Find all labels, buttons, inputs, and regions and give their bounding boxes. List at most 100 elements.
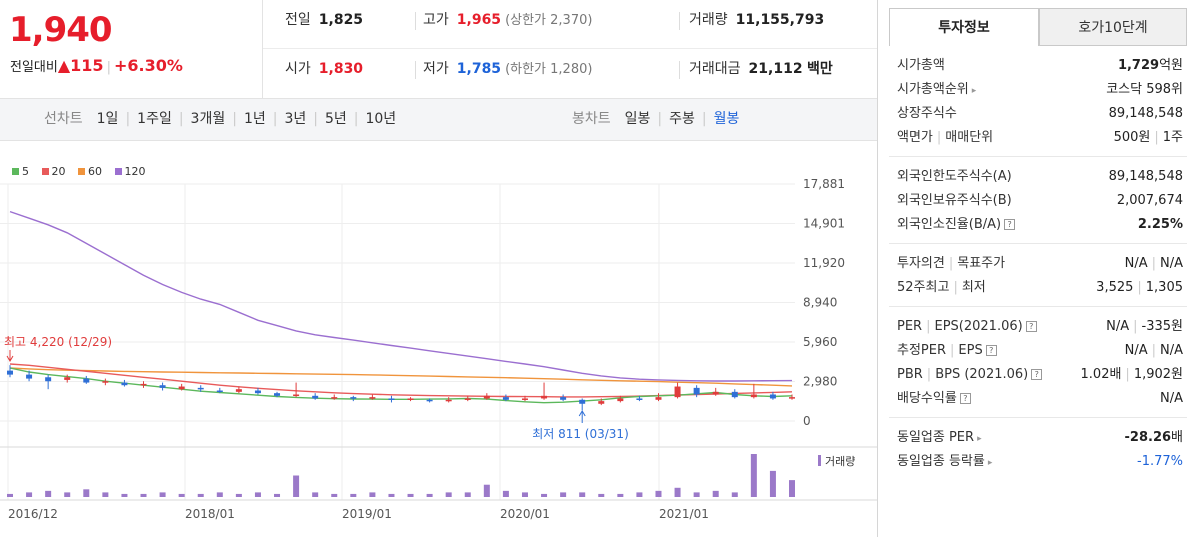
info-value: -1.77%: [1137, 454, 1183, 469]
candle-daily[interactable]: 일봉: [624, 111, 651, 127]
info-tabs: 투자정보 호가10단계: [889, 8, 1187, 46]
info-key: 시가총액순위: [897, 82, 969, 97]
candle: [274, 393, 281, 396]
info-value: 2,007,674: [1116, 193, 1183, 208]
legend-ma60: 60: [88, 165, 102, 178]
candle: [350, 397, 357, 399]
low-value: 1,785: [456, 61, 502, 77]
info-row: 액면가 | 매매단위 500원 | 1주: [897, 130, 1183, 145]
trade-amount-unit: 백만: [807, 61, 833, 77]
help-icon[interactable]: ?: [1031, 369, 1043, 380]
volume-bar: [235, 493, 242, 497]
help-icon[interactable]: ?: [985, 345, 997, 356]
chart-panel: 1,940 전일대비▲115 | +6.30% 전일 1,825 고가 1,965 (상한…: [0, 0, 878, 537]
candle-monthly[interactable]: 월봉: [713, 111, 740, 127]
volume-bar: [769, 470, 776, 497]
period-3m[interactable]: 3개월: [190, 111, 226, 127]
info-value: 코스닥 598위: [1106, 82, 1183, 97]
change-label: 전일대비: [10, 60, 58, 75]
volume-bar: [369, 492, 376, 497]
arrow-right-icon[interactable]: ▸: [971, 86, 977, 96]
upper-limit: (상한가 2,370): [505, 13, 593, 28]
candle-chart-periods: 봉차트 일봉 | 주봉 | 월봉: [572, 111, 740, 127]
candle: [178, 386, 185, 390]
help-icon[interactable]: ?: [959, 393, 971, 404]
info-value: 1,729: [1117, 58, 1160, 73]
info-value: N/A: [1160, 391, 1183, 406]
low-annotation: 최저 811 (03/31): [532, 427, 629, 441]
volume-bar: [636, 492, 643, 497]
candle: [617, 398, 624, 402]
info-value-secondary: 1,902원: [1133, 367, 1183, 382]
volume-legend-swatch: [818, 455, 821, 466]
candle: [159, 385, 166, 388]
candle: [235, 389, 242, 392]
x-tick-label: 2019/01: [342, 507, 392, 521]
volume-bar: [521, 492, 528, 497]
info-row: 배당수익률? N/A: [889, 387, 1187, 411]
info-table: 시가총액 1,729억원 시가총액순위 ▸ 코스닥 598위 상장주식수 89,148,54…: [889, 46, 1187, 480]
candle: [731, 391, 738, 398]
y-tick-label: 14,901: [803, 217, 845, 231]
arrow-right-icon[interactable]: ▸: [977, 434, 982, 444]
info-value: 2.25%: [1137, 217, 1183, 232]
price-chart[interactable]: 17,881 14,901 11,920 8,940 5,960 2,980 0 2016/1…: [0, 0, 877, 537]
open-value: 1,830: [318, 61, 364, 77]
volume-value: 11,155,793: [735, 12, 825, 28]
info-key-secondary: 매매단위: [945, 130, 994, 145]
volume-bar: [216, 492, 223, 497]
volume-bar: [121, 493, 128, 497]
volume-bar: [464, 492, 471, 497]
legend-ma20: 20: [51, 165, 66, 178]
candle: [121, 382, 128, 386]
info-unit: 배: [1171, 430, 1183, 445]
period-10y[interactable]: 10년: [365, 111, 397, 127]
volume-bar: [789, 480, 795, 497]
candle: [102, 381, 109, 383]
candle: [140, 383, 147, 386]
info-row: PER | EPS(2021.06)? N/A | -335원: [897, 319, 1183, 334]
period-1y[interactable]: 1년: [243, 111, 266, 127]
volume-bar: [445, 492, 452, 497]
period-5y[interactable]: 5년: [324, 111, 347, 127]
prev-close-value: 1,825: [318, 12, 364, 28]
info-key: PER: [897, 319, 923, 334]
tab-investment-info[interactable]: 투자정보: [889, 8, 1039, 46]
candle: [407, 398, 414, 400]
volume-bar: [254, 492, 261, 497]
candle: [655, 397, 662, 400]
volume-bar: [274, 493, 281, 497]
candle: [712, 391, 719, 395]
period-3y[interactable]: 3년: [284, 111, 307, 127]
candle: [426, 399, 433, 402]
tab-order-book[interactable]: 호가10단계: [1039, 8, 1187, 46]
info-key: 외국인한도주식수(A): [897, 169, 1012, 184]
info-row: PBR | BPS (2021.06)? 1.02배 | 1,902원: [897, 367, 1183, 382]
info-row: 투자의견 | 목표주가 N/A | N/A: [897, 256, 1183, 271]
help-icon[interactable]: ?: [1025, 321, 1037, 332]
info-value: 3,525: [1096, 280, 1134, 295]
volume-bar: [560, 492, 567, 497]
period-1w[interactable]: 1주일: [137, 111, 172, 127]
volume-bar: [26, 492, 33, 497]
y-tick-label: 11,920: [803, 256, 845, 270]
candle-weekly[interactable]: 주봉: [669, 111, 695, 127]
period-1d[interactable]: 1일: [96, 111, 119, 127]
volume-bar: [102, 492, 109, 497]
info-value: 89,148,548: [1108, 169, 1183, 184]
info-row: 시가총액순위 ▸ 코스닥 598위: [889, 78, 1187, 102]
help-icon[interactable]: ?: [1004, 219, 1016, 230]
volume-bar: [197, 493, 204, 497]
arrow-right-icon[interactable]: ▸: [987, 458, 993, 468]
high-annotation: 최고 4,220 (12/29): [4, 335, 112, 349]
volume-bar: [388, 493, 395, 497]
change-percent: +6.30%: [113, 56, 183, 75]
info-key-secondary: EPS(2021.06): [934, 319, 1023, 334]
info-key: 추정PER: [897, 343, 947, 358]
volume-bar: [502, 490, 509, 497]
lower-limit: (하한가 1,280): [505, 62, 593, 77]
candle: [789, 397, 795, 399]
y-tick-label: 8,940: [803, 296, 837, 310]
candle: [521, 398, 528, 400]
chart-toolbar: 선차트 1일 | 1주일 | 3개월 | 1년 | 3년 | 5년 | 10년 봉차트 일봉 | 주봉 | 월봉: [0, 99, 877, 141]
